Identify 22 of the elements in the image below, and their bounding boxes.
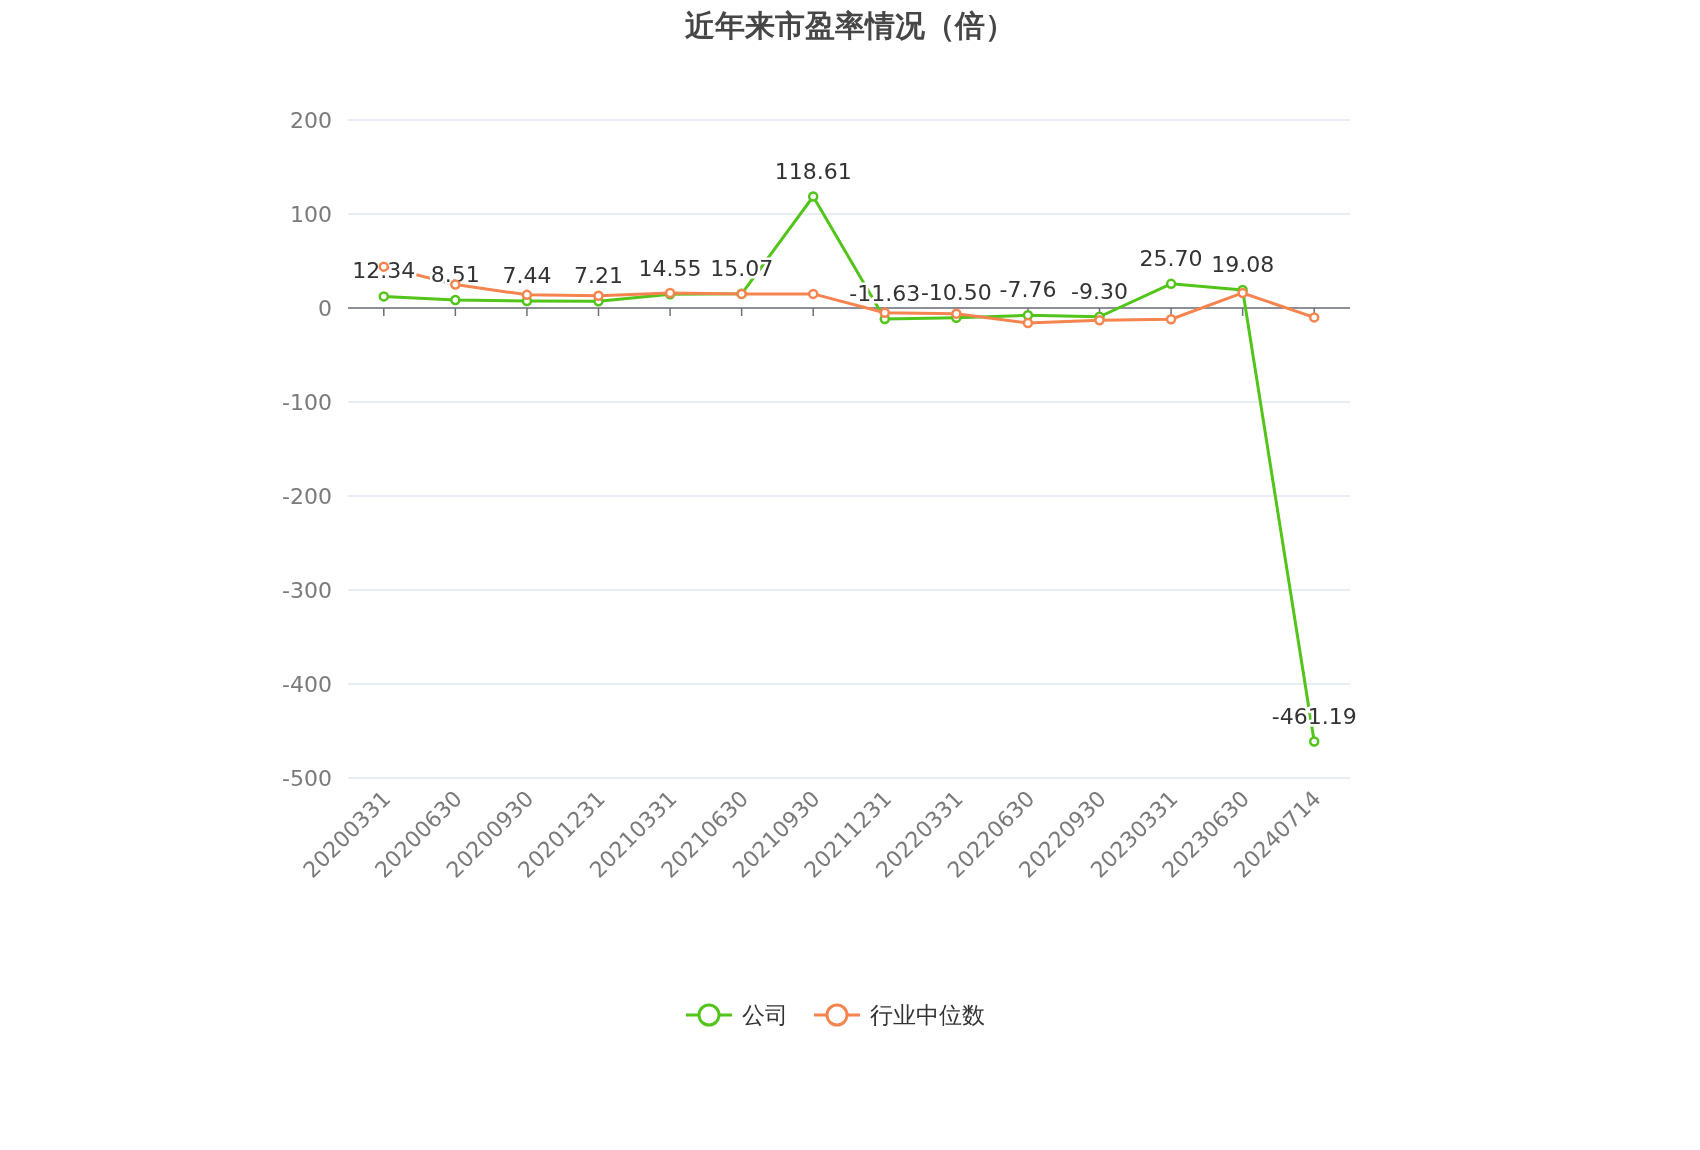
y-tick-label: -200 (282, 484, 332, 509)
y-tick-label: 200 (290, 108, 332, 133)
data-label: 7.44 (502, 263, 552, 289)
y-tick-label: 100 (290, 202, 332, 227)
y-tick-label: -500 (282, 766, 332, 791)
data-label: -9.30 (1071, 278, 1128, 304)
y-tick-label: -100 (282, 390, 332, 415)
data-label: 8.51 (430, 262, 480, 287)
y-tick-label: -400 (282, 672, 332, 697)
y-tick-label: 0 (318, 296, 332, 321)
data-label: 19.08 (1211, 252, 1275, 278)
chart-title: 近年来市盈率情况（倍） (685, 8, 1015, 43)
y-tick-label: -300 (282, 578, 332, 603)
data-label: 25.70 (1139, 245, 1203, 271)
data-label: -10.50 (920, 279, 992, 305)
legend-label: 公司 (742, 1002, 788, 1028)
legend-label: 行业中位数 (870, 1002, 985, 1028)
data-label: 7.21 (574, 263, 623, 289)
data-label: 14.55 (638, 256, 702, 282)
data-label: 12.34 (352, 258, 416, 284)
data-label: -7.76 (999, 277, 1057, 303)
data-label: 118.61 (774, 158, 852, 184)
